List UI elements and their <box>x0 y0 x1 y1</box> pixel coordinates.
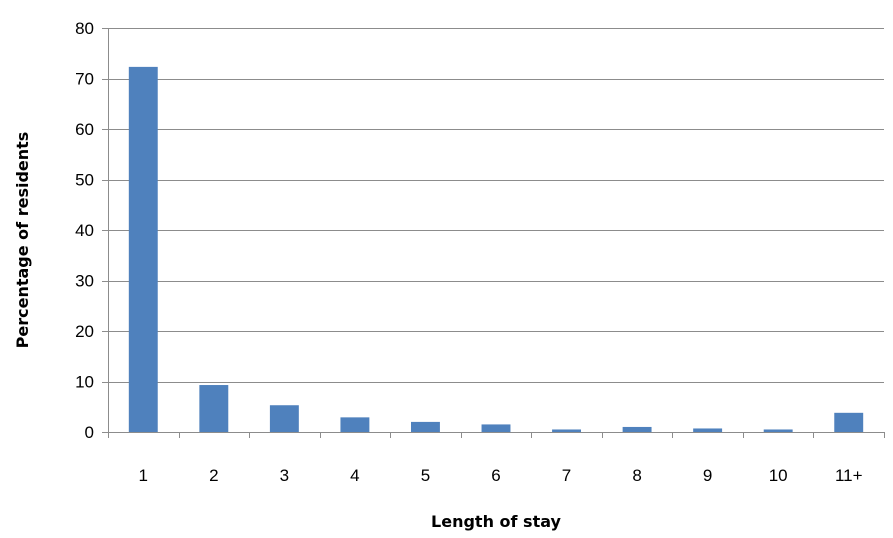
bar-10 <box>763 429 793 432</box>
axes <box>108 28 884 433</box>
y-axis-title: Percentage of residents <box>13 132 32 349</box>
bar-11+ <box>834 412 864 432</box>
x-axis-tick-labels: 1 2 3 4 5 6 7 8 9 10 11+ <box>108 432 885 485</box>
bar-6 <box>481 424 511 432</box>
x-tick-label: 11+ <box>835 466 863 485</box>
x-tick-label: 2 <box>209 466 218 485</box>
x-tick-label: 8 <box>632 466 641 485</box>
gridlines <box>102 28 884 433</box>
x-tick-label: 5 <box>421 466 430 485</box>
x-tick-label: 10 <box>769 466 788 485</box>
y-tick-label: 70 <box>75 70 94 89</box>
x-tick-label: 4 <box>350 466 359 485</box>
y-tick-label: 10 <box>75 373 94 392</box>
bar-7 <box>552 429 582 432</box>
bar-8 <box>622 426 652 432</box>
x-tick-label: 6 <box>491 466 500 485</box>
x-tick-label: 3 <box>280 466 289 485</box>
y-tick-label: 80 <box>75 19 94 38</box>
y-tick-label: 0 <box>85 423 94 442</box>
bar-5 <box>410 421 440 432</box>
bar-2 <box>199 385 229 432</box>
x-tick-label: 9 <box>703 466 712 485</box>
bar-4 <box>340 417 370 432</box>
x-tick-label: 7 <box>562 466 571 485</box>
bar-1 <box>128 66 158 432</box>
bars <box>128 66 864 432</box>
y-tick-label: 40 <box>75 221 94 240</box>
x-tick-label: 1 <box>139 466 148 485</box>
y-axis-tick-labels: 0 10 20 30 40 50 60 70 80 <box>75 19 94 442</box>
y-tick-label: 30 <box>75 272 94 291</box>
x-axis-title: Length of stay <box>431 512 562 531</box>
y-tick-label: 60 <box>75 120 94 139</box>
y-tick-label: 50 <box>75 171 94 190</box>
bar-9 <box>693 428 723 432</box>
bar-3 <box>269 405 299 432</box>
y-tick-label: 20 <box>75 322 94 341</box>
